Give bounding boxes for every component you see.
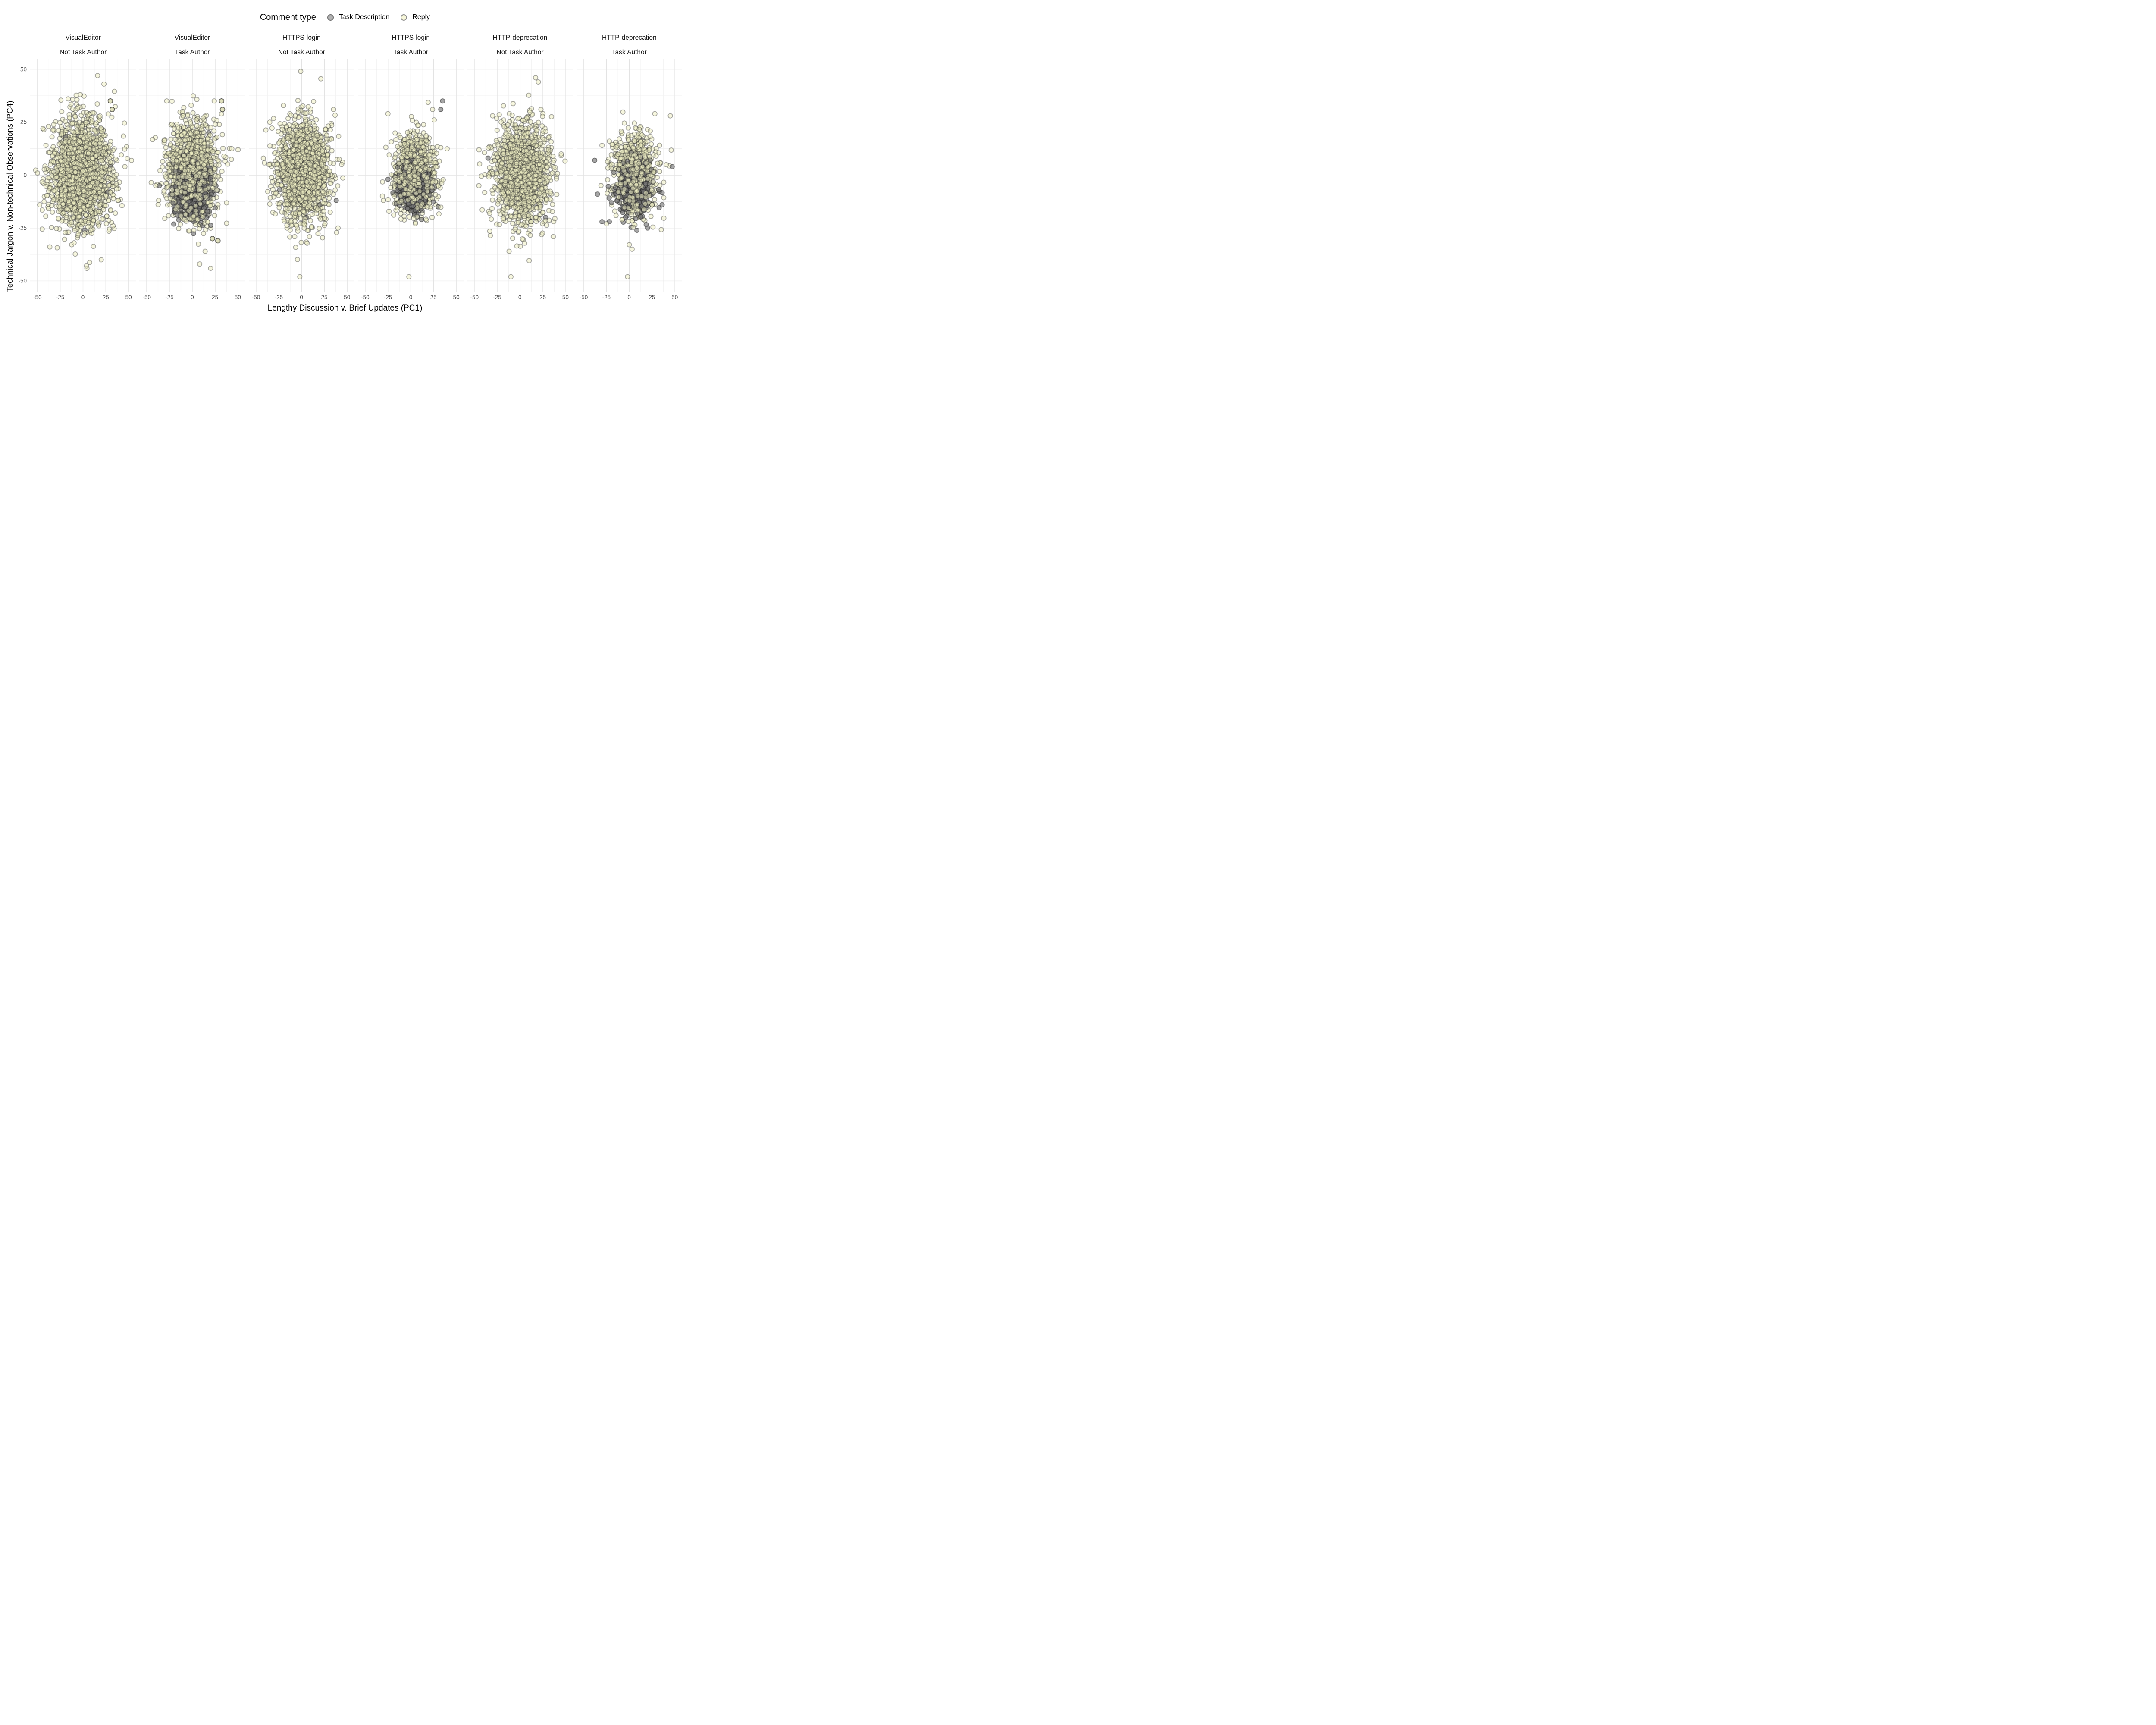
facet-strip-author-role: Task Author — [175, 49, 210, 56]
x-axis-tick-labels: -50 -25 0 25 50 — [249, 292, 354, 302]
x-tick-label: 25 — [212, 294, 219, 301]
facet-strip-project: HTTPS-login — [392, 34, 430, 41]
faceted-scatterplot-figure: Comment type Task Description Reply Tech… — [0, 0, 690, 345]
y-tick-label: 25 — [20, 119, 27, 125]
facet-strip-author-role: Not Task Author — [278, 49, 325, 56]
facet-strip-author-role: Task Author — [393, 49, 429, 56]
x-tick-label: -50 — [361, 294, 370, 301]
reply-point-icon — [401, 14, 407, 21]
x-axis-tick-labels: -50 -25 0 25 50 — [139, 292, 245, 302]
y-tick-label: 0 — [23, 172, 27, 179]
facet-panel-2: VisualEditor Task Author -50 -25 0 25 50 — [139, 32, 245, 302]
facet-strip-author-role: Not Task Author — [60, 49, 107, 56]
x-tick-label: 0 — [300, 294, 303, 301]
facet-strip-project: HTTP-deprecation — [492, 34, 548, 41]
y-tick-label: -25 — [18, 225, 27, 232]
scatter-canvas — [467, 59, 573, 292]
facet-strip-project: VisualEditor — [65, 34, 101, 41]
x-tick-label: -50 — [470, 294, 479, 301]
x-tick-label: 50 — [671, 294, 678, 301]
scatter-canvas — [576, 59, 682, 292]
x-tick-label: 0 — [409, 294, 413, 301]
facet-panel-6: HTTP-deprecation Task Author -50 -25 0 25 50 — [576, 32, 682, 302]
scatter-canvas — [30, 59, 136, 292]
x-tick-label: -50 — [579, 294, 588, 301]
x-tick-label: 25 — [539, 294, 546, 301]
x-tick-label: -25 — [274, 294, 283, 301]
x-tick-label: 0 — [81, 294, 85, 301]
y-tick-label: -50 — [18, 277, 27, 284]
x-axis-tick-labels: -50 -25 0 25 50 — [358, 292, 464, 302]
facet-strip-project: HTTPS-login — [282, 34, 321, 41]
x-axis-tick-labels: -50 -25 0 25 50 — [577, 292, 682, 302]
scatter-canvas — [357, 59, 464, 292]
x-tick-label: 50 — [234, 294, 241, 301]
facet-panels-row: VisualEditor Not Task Author -50 -25 0 25 50 Vi… — [30, 32, 682, 302]
legend-title: Comment type — [260, 12, 316, 22]
x-tick-label: -25 — [493, 294, 501, 301]
x-tick-label: -50 — [33, 294, 42, 301]
x-tick-label: 0 — [518, 294, 522, 301]
x-axis-tick-labels: -50 -25 0 25 50 — [30, 292, 136, 302]
x-tick-label: 50 — [344, 294, 351, 301]
x-axis-title: Lengthy Discussion v. Brief Updates (PC1… — [267, 304, 423, 313]
panel-plot-area — [357, 59, 464, 292]
x-tick-label: 25 — [102, 294, 109, 301]
chart-area: Technical Jargon v. Non-technical Observ… — [0, 32, 690, 302]
x-axis-tick-labels: -50 -25 0 25 50 — [467, 292, 573, 302]
facet-strip-author-role: Task Author — [611, 49, 647, 56]
panel-plot-area — [30, 59, 136, 292]
facet-strip-project: VisualEditor — [174, 34, 210, 41]
x-tick-label: 50 — [453, 294, 460, 301]
x-tick-label: -25 — [383, 294, 392, 301]
y-tick-label: 50 — [20, 66, 27, 73]
task-description-point-icon — [327, 14, 334, 21]
legend-item-task-description: Task Description — [327, 13, 389, 21]
x-tick-label: -50 — [251, 294, 260, 301]
facet-strip-project: HTTP-deprecation — [602, 34, 657, 41]
legend: Comment type Task Description Reply — [0, 0, 690, 26]
legend-label-reply: Reply — [412, 13, 430, 21]
x-tick-label: 25 — [649, 294, 655, 301]
facet-strip-author-role: Not Task Author — [496, 49, 544, 56]
x-tick-label: -25 — [602, 294, 611, 301]
x-tick-label: 50 — [562, 294, 569, 301]
y-axis-title-column: Technical Jargon v. Non-technical Observ… — [0, 32, 14, 302]
x-tick-label: 50 — [125, 294, 132, 301]
facet-panel-5: HTTP-deprecation Not Task Author -50 -25 0 25… — [467, 32, 573, 302]
facet-panel-4: HTTPS-login Task Author -50 -25 0 25 50 — [357, 32, 464, 302]
x-tick-label: 25 — [321, 294, 328, 301]
scatter-canvas — [248, 59, 354, 292]
facet-panel-3: HTTPS-login Not Task Author -50 -25 0 25 50 — [248, 32, 354, 302]
y-axis-tick-labels: 50 25 0 -25 -50 — [13, 32, 30, 302]
panel-plot-area — [139, 59, 245, 292]
legend-label-task-description: Task Description — [338, 13, 390, 21]
legend-item-reply: Reply — [401, 13, 430, 21]
facet-panel-1: VisualEditor Not Task Author -50 -25 0 25 50 — [30, 32, 136, 302]
panel-plot-area — [576, 59, 682, 292]
x-tick-label: 25 — [430, 294, 437, 301]
x-tick-label: -25 — [56, 294, 65, 301]
panel-plot-area — [467, 59, 573, 292]
x-tick-label: 0 — [627, 294, 631, 301]
scatter-canvas — [139, 59, 245, 292]
x-tick-label: -25 — [165, 294, 174, 301]
x-tick-label: 0 — [191, 294, 194, 301]
x-tick-label: -50 — [142, 294, 151, 301]
panel-plot-area — [248, 59, 354, 292]
